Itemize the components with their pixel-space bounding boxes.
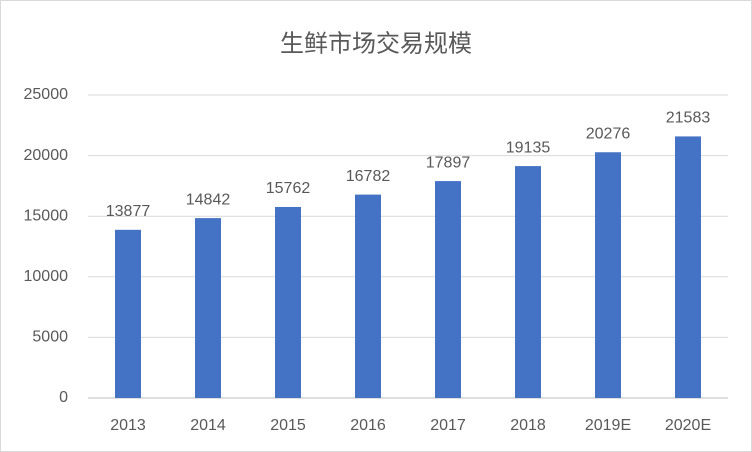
data-label: 14842 (186, 191, 231, 208)
x-tick-label: 2018 (510, 417, 546, 434)
data-label: 15762 (266, 180, 311, 197)
y-tick-label: 10000 (24, 268, 69, 285)
x-tick-label: 2017 (430, 417, 466, 434)
x-tick-label: 2016 (350, 417, 386, 434)
data-label: 20276 (586, 125, 631, 142)
x-tick-label: 2013 (110, 417, 146, 434)
bar (515, 166, 541, 398)
bar (115, 229, 141, 398)
data-label: 21583 (666, 110, 711, 127)
y-tick-label: 0 (59, 389, 68, 406)
data-label: 13877 (106, 203, 151, 220)
y-tick-label: 20000 (24, 147, 69, 164)
data-label: 17897 (426, 154, 471, 171)
bar (195, 218, 221, 398)
data-label: 19135 (506, 139, 551, 156)
bar (275, 206, 301, 398)
x-tick-label: 2020E (665, 417, 711, 434)
y-tick-label: 5000 (32, 329, 68, 346)
bar (355, 194, 381, 398)
x-tick-label: 2015 (270, 417, 306, 434)
data-label: 16782 (346, 168, 391, 185)
bar (435, 181, 461, 398)
bar (595, 152, 621, 398)
x-tick-label: 2019E (585, 417, 631, 434)
y-tick-label: 25000 (24, 86, 69, 103)
x-tick-label: 2014 (190, 417, 226, 434)
chart-title: 生鲜市场交易规模 (280, 30, 472, 57)
bar (675, 136, 701, 398)
y-tick-label: 15000 (24, 207, 69, 224)
